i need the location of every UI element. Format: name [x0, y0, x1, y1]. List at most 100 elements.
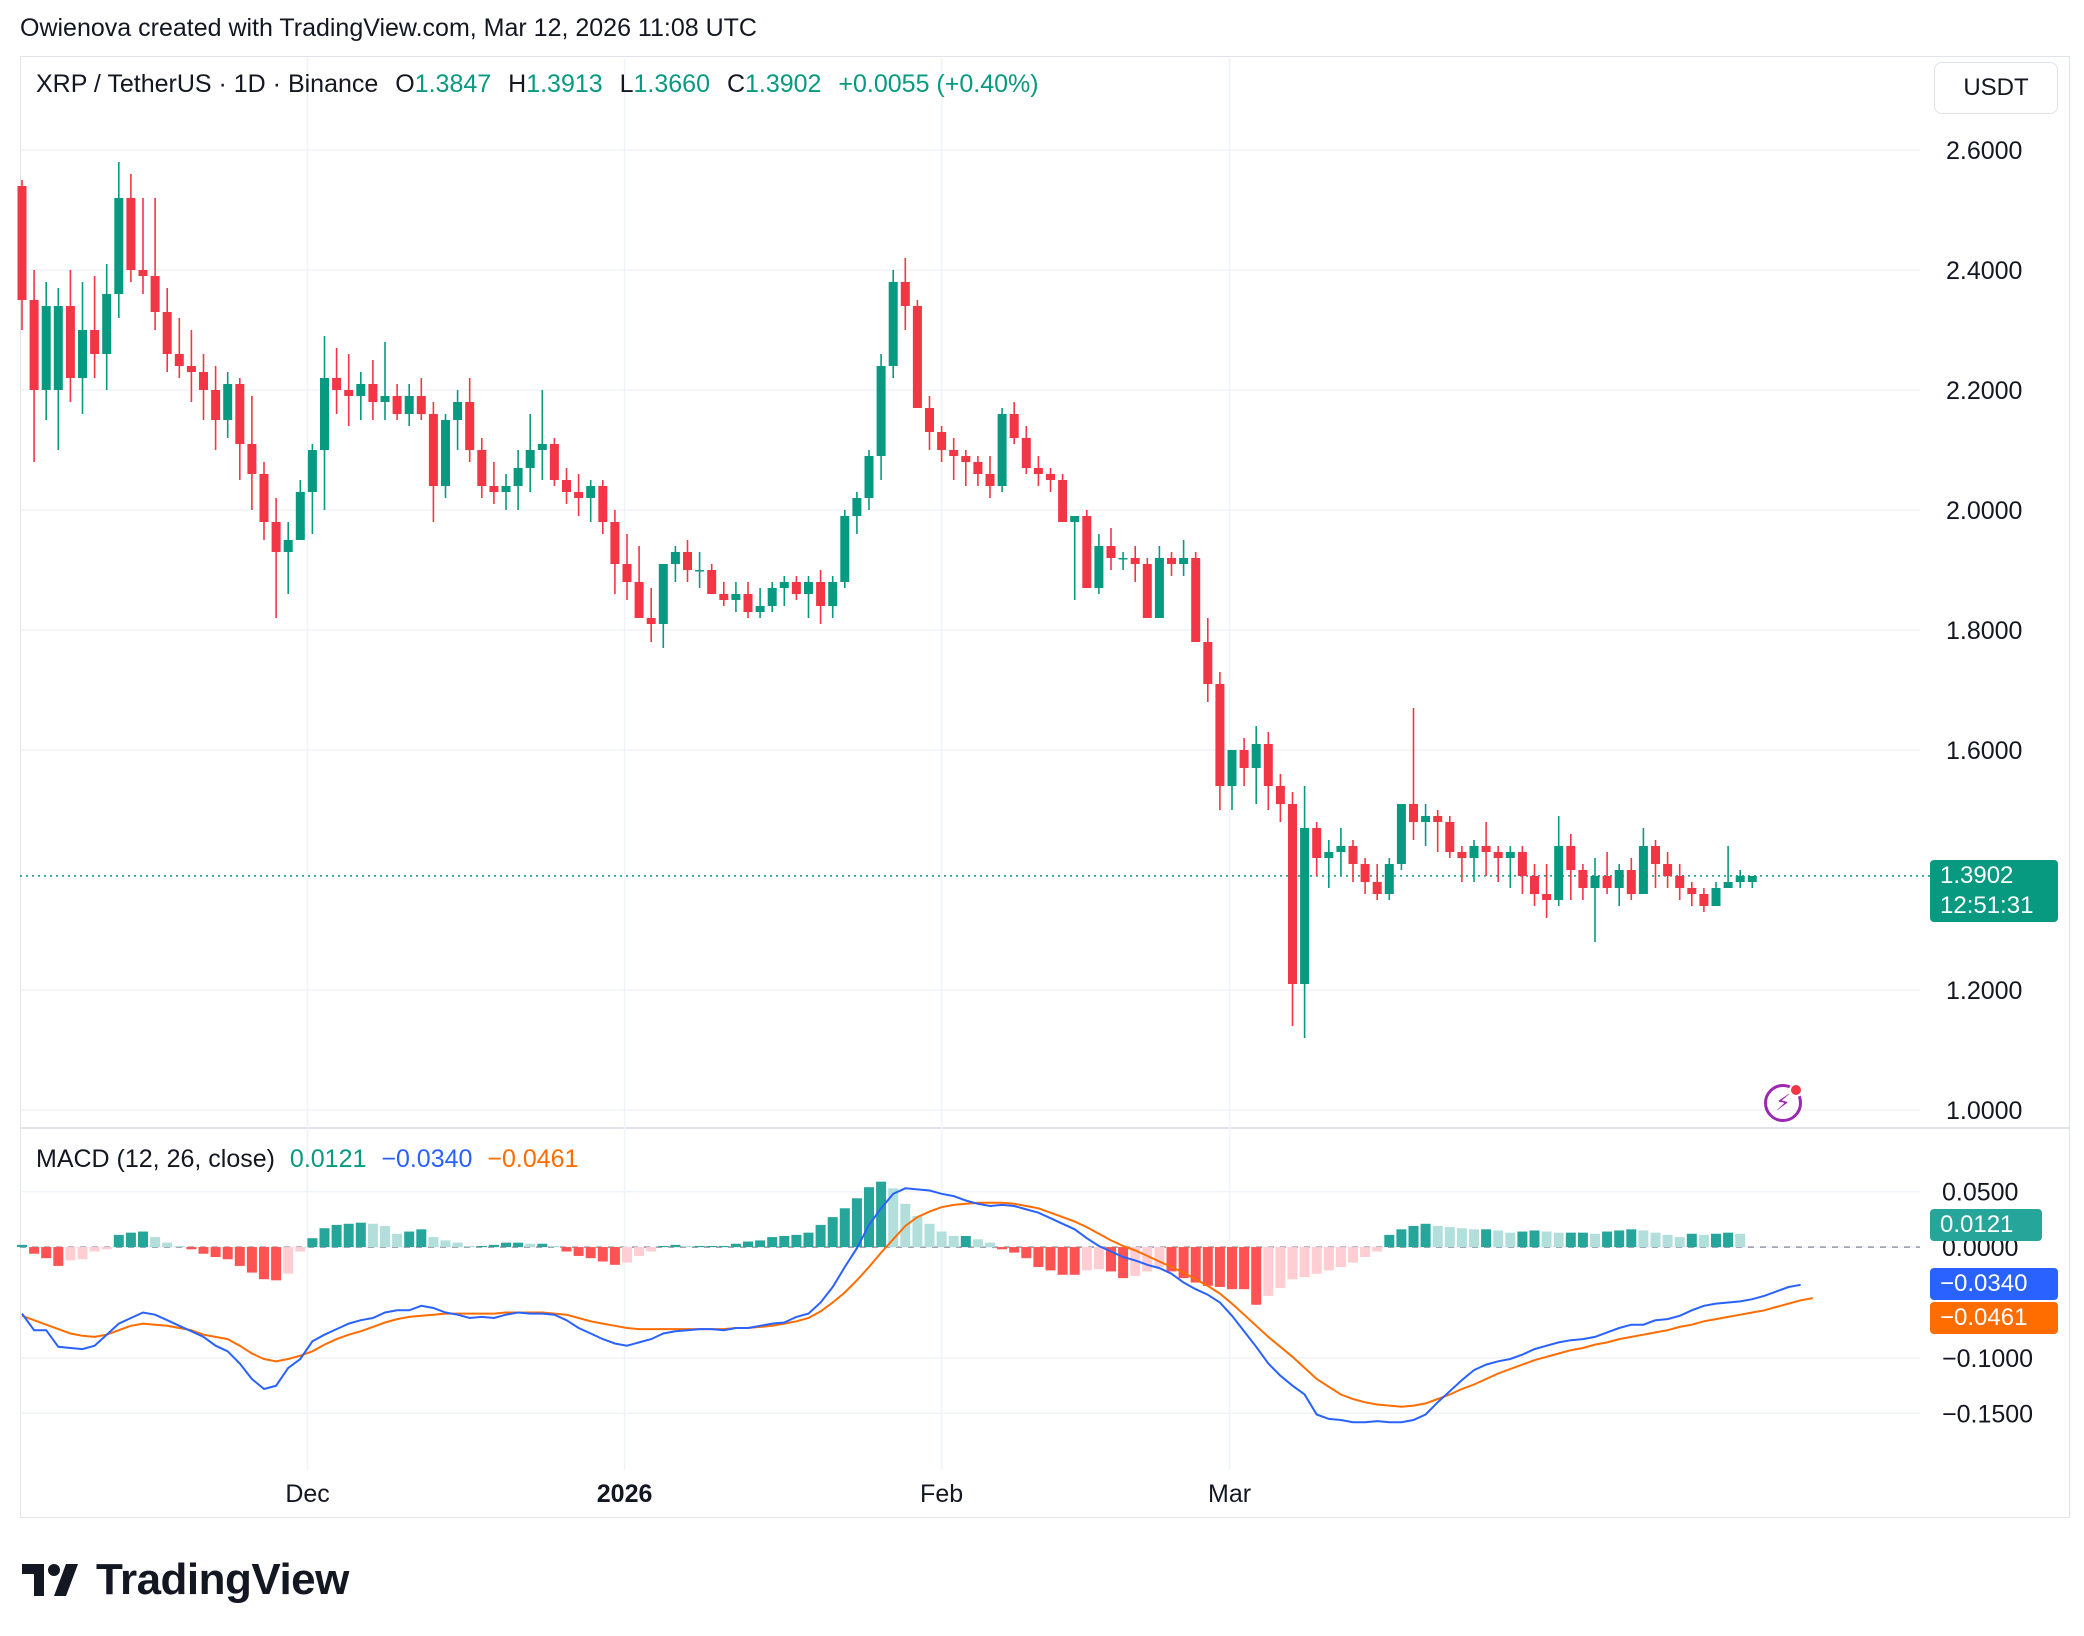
- candle: [53, 288, 63, 450]
- candle: [937, 426, 947, 462]
- candle-body: [828, 582, 838, 606]
- price-tick-label: 1.8000: [1946, 617, 2022, 645]
- candle-body: [743, 594, 753, 612]
- candle: [1687, 882, 1697, 906]
- candle-body: [840, 516, 850, 582]
- price-legend: XRP / TetherUS · 1D · Binance O1.3847 H1…: [36, 70, 1039, 99]
- lightning-alert-icon[interactable]: ⚡: [1764, 1083, 1803, 1122]
- macd-histogram-bar: [1614, 1230, 1625, 1248]
- macd-histogram-bar: [1251, 1247, 1262, 1305]
- candle: [1747, 876, 1757, 888]
- candle: [900, 258, 910, 330]
- candle: [320, 336, 329, 510]
- macd-title[interactable]: MACD (12, 26, close): [36, 1145, 275, 1173]
- candle-body: [29, 300, 39, 390]
- candle: [562, 468, 571, 504]
- macd-histogram-bar: [1190, 1247, 1201, 1283]
- macd-histogram-bar: [1602, 1231, 1613, 1248]
- macd-histogram-bar: [513, 1242, 524, 1248]
- candle-body: [1251, 744, 1261, 768]
- candle-body: [1009, 414, 1019, 438]
- macd-histogram-bar: [815, 1224, 826, 1248]
- macd-histogram-bar: [488, 1244, 499, 1248]
- close-label: C: [726, 70, 745, 98]
- symbol-label[interactable]: XRP / TetherUS · 1D · Binance: [36, 70, 379, 98]
- candle: [683, 540, 692, 582]
- candle-body: [477, 450, 487, 486]
- candle-body: [670, 552, 680, 564]
- candle: [29, 270, 39, 462]
- macd-histogram-bar: [743, 1241, 753, 1248]
- macd-histogram-bar: [1662, 1234, 1673, 1248]
- macd-histogram-bar: [706, 1245, 717, 1248]
- macd-histogram-bar: [259, 1247, 269, 1280]
- macd-histogram-bar: [271, 1247, 282, 1281]
- candle: [864, 450, 874, 510]
- macd-histogram-bar: [537, 1243, 548, 1248]
- macd-histogram-bar: [730, 1243, 741, 1248]
- candle-body: [767, 588, 777, 606]
- candle-body: [1227, 750, 1237, 786]
- candle: [1179, 540, 1189, 576]
- candle: [1578, 864, 1588, 900]
- macd-histogram-bar: [1093, 1247, 1104, 1270]
- bar-countdown: 12:51:31: [1940, 892, 2034, 919]
- candle: [816, 570, 826, 624]
- price-tick-label: 2.2000: [1946, 377, 2022, 405]
- candle-body: [1239, 750, 1249, 768]
- candle: [1203, 618, 1213, 702]
- candle-body: [114, 198, 124, 294]
- macd-histogram-bar: [65, 1247, 76, 1261]
- candle-body: [392, 396, 402, 414]
- macd-histogram-bar: [851, 1198, 862, 1248]
- candle: [1058, 474, 1068, 522]
- macd-histogram-bar: [997, 1247, 1008, 1250]
- macd-histogram-bar: [791, 1234, 802, 1248]
- candle-body: [1675, 876, 1685, 888]
- candle-body: [235, 384, 245, 444]
- candle: [307, 444, 317, 534]
- macd-histogram-bar: [1214, 1247, 1225, 1287]
- macd-histogram-bar: [1565, 1232, 1576, 1248]
- macd-histogram-bar: [670, 1244, 681, 1248]
- candle: [973, 456, 983, 486]
- candle: [428, 402, 438, 522]
- candle: [90, 276, 100, 378]
- candle-body: [1614, 870, 1624, 888]
- candle: [1626, 858, 1636, 900]
- candle-body: [1396, 804, 1406, 864]
- candle-body: [41, 306, 51, 390]
- notification-dot-icon: [1789, 1083, 1803, 1097]
- macd-histogram-bar: [1227, 1247, 1237, 1290]
- candle: [695, 552, 705, 588]
- candle-body: [380, 396, 390, 402]
- currency-unit-button[interactable]: USDT: [1934, 62, 2058, 114]
- candle: [1614, 864, 1624, 906]
- macd-histogram-bar: [1396, 1229, 1407, 1248]
- candle-body: [1530, 876, 1539, 894]
- candle: [634, 546, 644, 618]
- price-tick-label: 2.4000: [1946, 257, 2022, 285]
- macd-histogram-bar: [755, 1240, 766, 1248]
- candle: [658, 564, 668, 648]
- candle: [368, 360, 378, 420]
- macd-histogram-bar: [1311, 1247, 1322, 1274]
- candle-body: [707, 570, 717, 594]
- candle-body: [1275, 786, 1285, 804]
- candle-body: [368, 384, 378, 402]
- macd-histogram-bar: [864, 1187, 874, 1248]
- candle: [1239, 738, 1249, 786]
- candle-body: [791, 582, 801, 594]
- tradingview-logo[interactable]: TradingView: [22, 1555, 349, 1605]
- candle-body: [646, 618, 656, 624]
- candle: [1142, 558, 1152, 618]
- candle: [295, 480, 305, 540]
- candle-body: [90, 330, 100, 354]
- macd-histogram-bar: [767, 1237, 778, 1248]
- candle-body: [1687, 888, 1697, 894]
- candle: [852, 492, 862, 534]
- macd-histogram-bar: [222, 1247, 233, 1260]
- candle-body: [453, 402, 463, 420]
- candle-body: [888, 282, 898, 366]
